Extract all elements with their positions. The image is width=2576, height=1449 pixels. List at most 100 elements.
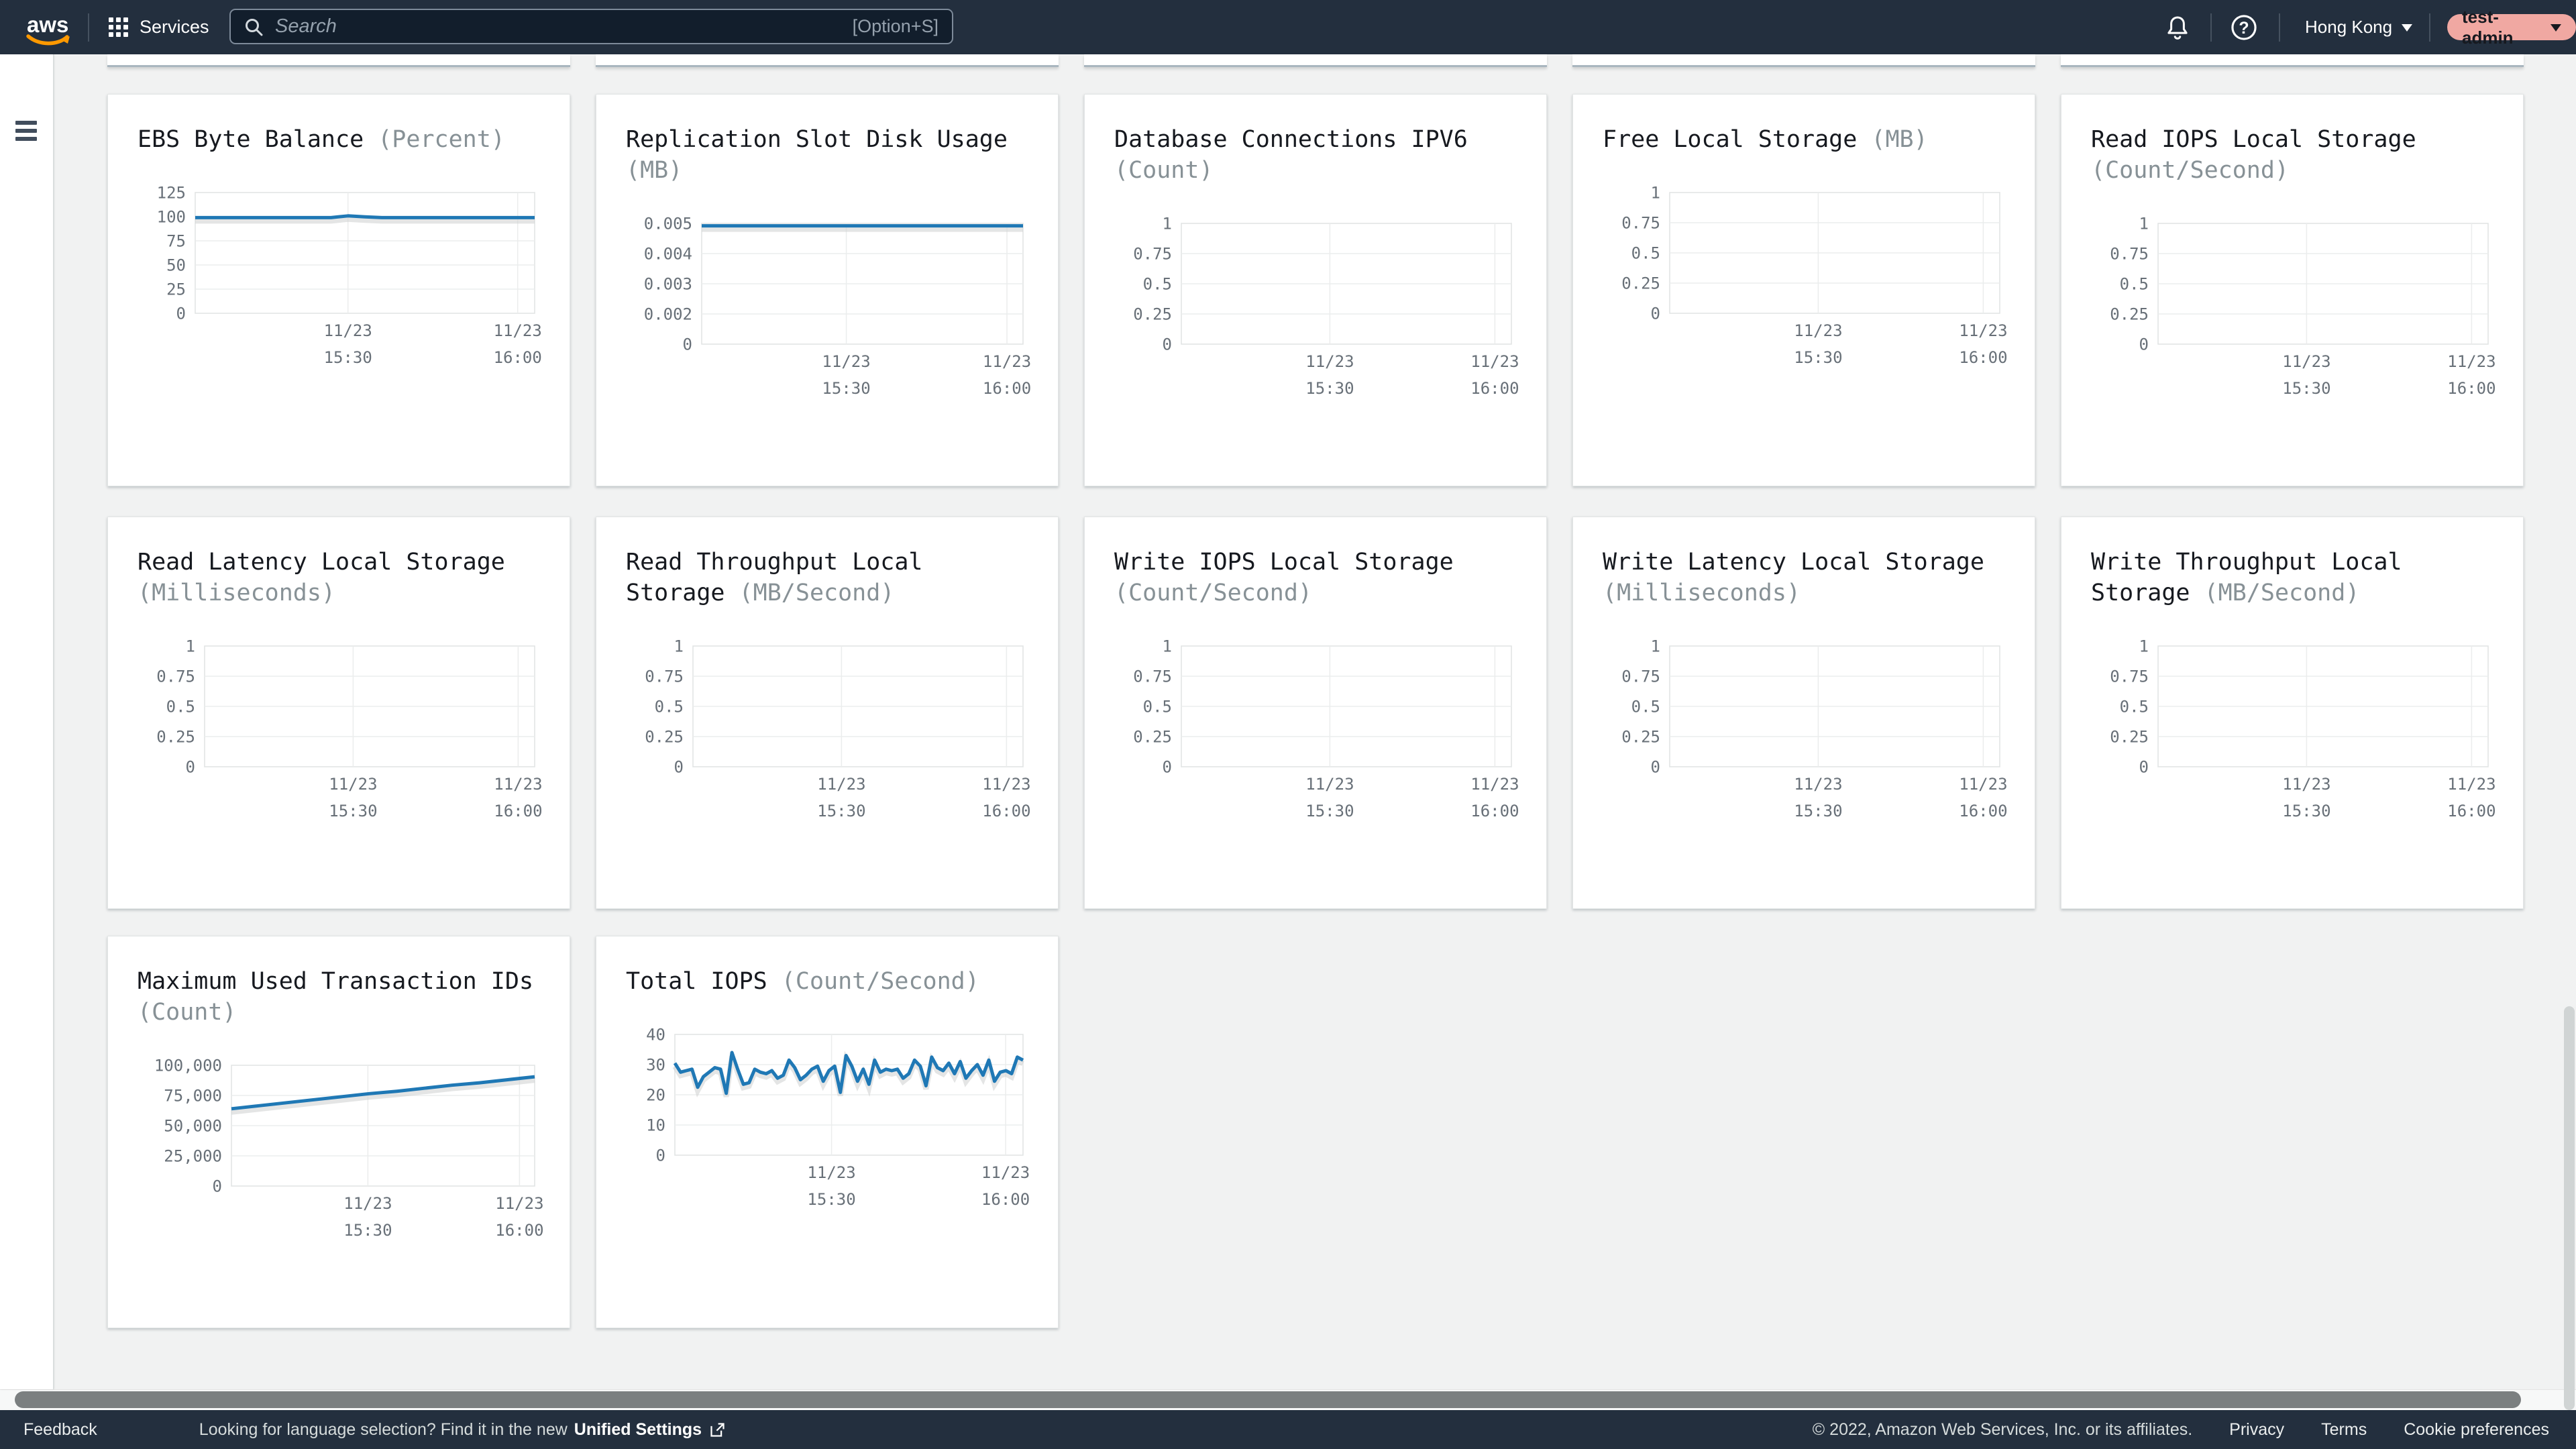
horizontal-scrollbar-thumb[interactable] [15, 1391, 2521, 1408]
metric-card-title: Database Connections IPV6 (Count) [1085, 95, 1546, 186]
y-axis-label: 0 [2139, 758, 2149, 777]
x-axis-label: 15:30 [1305, 802, 1354, 820]
y-axis-label: 0.5 [2120, 275, 2149, 294]
topbar-divider [88, 13, 89, 42]
y-axis-label: 0.25 [1133, 728, 1172, 747]
x-axis-label: 15:30 [822, 379, 870, 398]
y-axis-label: 25,000 [164, 1147, 222, 1166]
user-account-menu[interactable]: test-admin [2447, 7, 2576, 48]
bell-icon [2167, 16, 2188, 40]
metric-chart[interactable]: 0.005 0.004 0.003 0.002 0 11/23 15:30 11/23 16:0… [596, 214, 1059, 405]
metric-chart[interactable]: 125 100 75 50 25 0 11/23 15:30 11/23 16:00 [108, 183, 571, 374]
metric-title-text: Write Throughput Local Storage [2091, 549, 2402, 606]
y-axis-label: 0.25 [1133, 305, 1172, 324]
metric-unit-text: (Count/Second) [1114, 580, 1313, 606]
metric-unit-text: (MB) [626, 157, 683, 184]
y-axis-label: 0 [2139, 335, 2149, 354]
y-axis-label: 0.005 [644, 215, 692, 233]
metric-card: EBS Byte Balance (Percent) 125 100 75 50 25 0 1… [107, 94, 570, 486]
metric-unit-text: (Count) [1114, 157, 1214, 184]
y-axis-label: 0.003 [644, 275, 692, 294]
x-axis-label: 16:00 [1959, 348, 2007, 367]
y-axis-label: 0 [186, 758, 195, 777]
metric-chart[interactable]: 40 30 20 10 0 11/23 15:30 11/23 16:00 [596, 1025, 1059, 1216]
y-axis-label: 40 [646, 1026, 665, 1044]
metric-chart[interactable]: 100,000 75,000 50,000 25,000 0 11/23 15:30 11/2… [108, 1056, 571, 1247]
partial-card [107, 54, 570, 67]
y-axis-label: 0.75 [1621, 214, 1660, 233]
x-axis-label: 15:30 [324, 348, 372, 367]
metric-unit-text: (Count) [138, 999, 237, 1026]
x-axis-label: 11/23 [1794, 775, 1842, 794]
y-axis-label: 1 [186, 637, 195, 656]
notifications-button[interactable] [2164, 0, 2191, 54]
y-axis-label: 100 [157, 208, 186, 227]
region-label: Hong Kong [2305, 17, 2393, 37]
metric-chart[interactable]: 1 0.75 0.5 0.25 0 11/23 15:30 11/23 16:00 [108, 637, 571, 828]
y-axis-label: 0 [1651, 758, 1660, 777]
feedback-link[interactable]: Feedback [23, 1419, 97, 1439]
metric-unit-text: (MB/Second) [739, 580, 895, 606]
metric-title-text: Total IOPS [626, 968, 767, 995]
y-axis-label: 20 [646, 1086, 665, 1105]
unified-settings-link[interactable]: Unified Settings [574, 1419, 702, 1439]
footer-bar: Feedback Looking for language selection?… [0, 1410, 2576, 1449]
cookie-preferences-link[interactable]: Cookie preferences [2404, 1419, 2549, 1439]
metric-chart[interactable]: 1 0.75 0.5 0.25 0 11/23 15:30 11/23 16:00 [596, 637, 1059, 828]
y-axis-label: 0.004 [644, 245, 692, 264]
aws-logo[interactable]: aws [20, 8, 78, 48]
x-axis-label: 11/23 [807, 1163, 855, 1182]
metric-chart[interactable]: 1 0.75 0.5 0.25 0 11/23 15:30 11/23 16:00 [1573, 637, 2036, 828]
external-link-icon [710, 1422, 724, 1437]
terms-link[interactable]: Terms [2321, 1419, 2367, 1439]
menu-toggle-button[interactable] [15, 121, 37, 148]
x-axis-label: 11/23 [494, 321, 542, 340]
metric-card: Write Latency Local Storage (Millisecond… [1572, 517, 2035, 909]
x-axis-label: 11/23 [2447, 775, 2496, 794]
y-axis-label: 75 [166, 232, 186, 251]
metric-card-title: Maximum Used Transaction IDs (Count) [108, 936, 570, 1028]
search-input[interactable] [274, 15, 853, 38]
metric-title-text: Read Throughput Local Storage [626, 549, 923, 606]
metric-title-text: Read Latency Local Storage [138, 549, 505, 576]
metric-title-text: Free Local Storage [1603, 126, 1858, 153]
y-axis-label: 0 [683, 335, 692, 354]
language-selection-note: Looking for language selection? Find it … [199, 1420, 727, 1440]
x-axis-label: 11/23 [1794, 321, 1842, 340]
user-name-label: test-admin [2462, 6, 2514, 48]
y-axis-label: 0.5 [166, 698, 195, 716]
y-axis-label: 1 [1163, 637, 1172, 656]
metric-chart[interactable]: 1 0.75 0.5 0.25 0 11/23 15:30 11/23 16:00 [1085, 214, 1548, 405]
y-axis-label: 0.5 [2120, 698, 2149, 716]
metric-card: Read Throughput Local Storage (MB/Second… [596, 517, 1059, 909]
metric-chart[interactable]: 1 0.75 0.5 0.25 0 11/23 15:30 11/23 16:00 [1085, 637, 1548, 828]
x-axis-label: 15:30 [2282, 802, 2330, 820]
help-button[interactable]: ? [2230, 0, 2258, 54]
y-axis-label: 0.75 [2110, 245, 2149, 264]
metric-card-title: Write Throughput Local Storage (MB/Secon… [2061, 517, 2523, 608]
y-axis-label: 1 [1163, 215, 1172, 233]
x-axis-label: 11/23 [329, 775, 377, 794]
x-axis-label: 11/23 [981, 1163, 1030, 1182]
services-grid-icon [109, 17, 128, 37]
search-bar[interactable]: [Option+S] [229, 9, 953, 44]
metric-card: Write Throughput Local Storage (MB/Secon… [2061, 517, 2524, 909]
metric-chart[interactable]: 1 0.75 0.5 0.25 0 11/23 15:30 11/23 16:00 [2061, 214, 2524, 405]
metric-card-title: Read Latency Local Storage (Milliseconds… [108, 517, 570, 608]
y-axis-label: 1 [2139, 215, 2149, 233]
y-axis-label: 1 [1651, 184, 1660, 203]
y-axis-label: 0.75 [1133, 245, 1172, 264]
vertical-scrollbar-thumb[interactable] [2564, 1006, 2575, 1410]
metric-chart[interactable]: 1 0.75 0.5 0.25 0 11/23 15:30 11/23 16:00 [2061, 637, 2524, 828]
metric-card: Database Connections IPV6 (Count) 1 0.75 0.… [1084, 94, 1547, 486]
metric-card-title: Total IOPS (Count/Second) [596, 936, 1058, 997]
metric-chart[interactable]: 1 0.75 0.5 0.25 0 11/23 15:30 11/23 16:00 [1573, 183, 2036, 374]
x-axis-label: 11/23 [2282, 352, 2330, 371]
y-axis-label: 1 [674, 637, 684, 656]
metric-unit-text: (Percent) [378, 126, 505, 153]
region-selector[interactable]: Hong Kong [2305, 0, 2413, 54]
metric-line-shadow [195, 216, 535, 224]
services-menu-button[interactable]: Services [109, 0, 209, 54]
y-axis-label: 0.75 [1621, 667, 1660, 686]
privacy-link[interactable]: Privacy [2229, 1419, 2285, 1439]
